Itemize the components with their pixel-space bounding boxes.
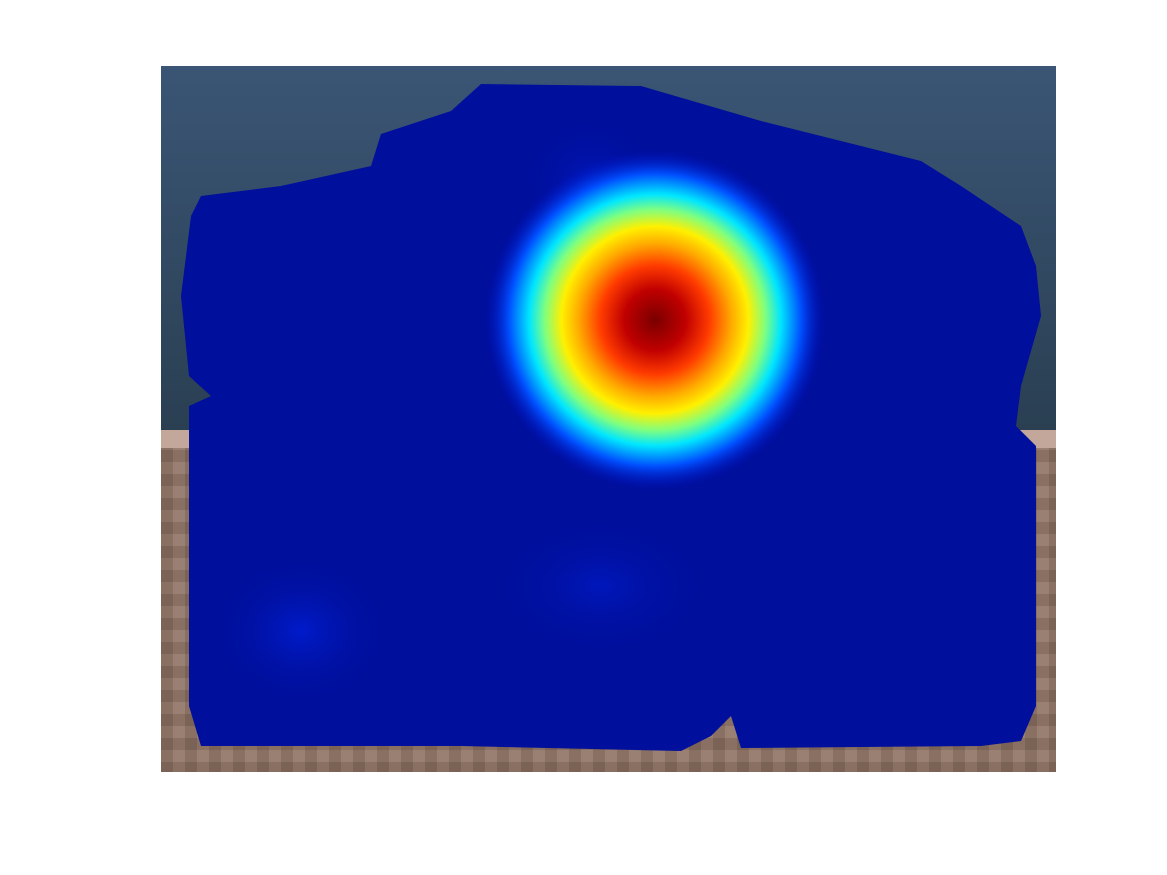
hotspot xyxy=(485,150,825,490)
secondary-glow-left xyxy=(211,556,391,706)
secondary-glow-center xyxy=(491,516,711,656)
heatmap-image xyxy=(161,66,1056,772)
